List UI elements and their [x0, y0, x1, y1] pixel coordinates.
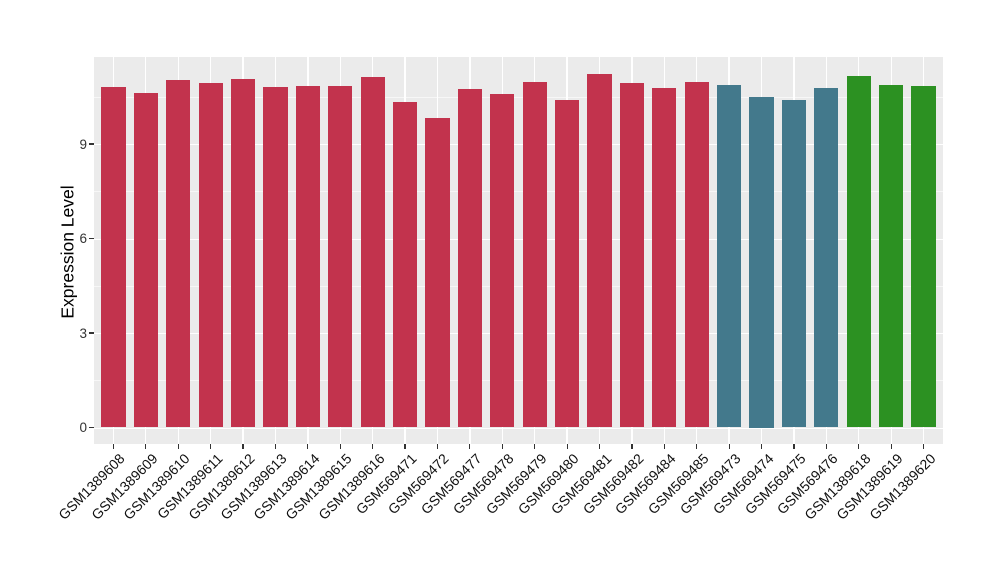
x-tick-mark	[728, 444, 730, 449]
h-gridline-minor	[94, 191, 943, 193]
x-tick-mark	[177, 444, 179, 449]
bar	[619, 83, 645, 428]
x-tick-mark	[436, 444, 439, 449]
y-tick-mark	[89, 237, 94, 240]
x-tick-mark	[890, 444, 892, 449]
bar	[652, 87, 677, 428]
bar	[522, 81, 547, 428]
h-gridline-major	[94, 427, 943, 429]
bar	[230, 78, 256, 428]
y-tick-mark	[89, 332, 94, 334]
x-tick-mark	[339, 444, 341, 449]
x-tick-mark	[922, 444, 925, 449]
x-tick-mark	[534, 444, 536, 449]
h-gridline-minor	[94, 380, 943, 382]
x-tick-mark	[501, 444, 503, 449]
y-tick-mark	[89, 143, 94, 145]
bar	[457, 88, 483, 428]
bar	[554, 99, 580, 428]
bar	[101, 87, 126, 428]
x-tick-mark	[793, 444, 795, 449]
x-tick-mark	[210, 444, 212, 449]
x-tick-mark	[696, 444, 698, 449]
x-tick-mark	[404, 444, 406, 449]
bar	[814, 87, 839, 428]
bar	[911, 86, 936, 428]
x-tick-mark	[760, 444, 763, 449]
x-tick-mark	[663, 444, 665, 449]
bar	[133, 93, 158, 428]
y-tick-mark	[89, 426, 94, 429]
bar	[490, 94, 515, 428]
bar	[328, 86, 353, 428]
x-tick-mark	[858, 444, 860, 449]
bar	[360, 76, 385, 428]
h-gridline-minor	[94, 96, 943, 98]
x-tick-mark	[307, 444, 309, 449]
bar	[587, 74, 612, 428]
chart-panel	[94, 57, 943, 444]
h-gridline-major	[94, 333, 943, 335]
x-tick-mark	[598, 444, 601, 449]
y-tick-label: 9	[79, 136, 87, 152]
bar	[425, 117, 450, 428]
h-gridline-minor	[94, 285, 943, 287]
h-gridline-major	[94, 144, 943, 146]
y-axis-title: Expression Level	[57, 185, 78, 319]
bar	[846, 75, 871, 428]
y-tick-label: 0	[79, 420, 87, 435]
bar	[781, 100, 807, 428]
bar	[749, 96, 774, 428]
x-tick-mark	[372, 444, 374, 449]
bar	[263, 87, 288, 428]
x-tick-mark	[469, 444, 471, 449]
h-gridline-major	[94, 238, 943, 240]
x-tick-mark	[274, 444, 277, 449]
x-tick-mark	[825, 444, 827, 449]
y-tick-label: 3	[79, 325, 87, 341]
x-tick-mark	[145, 444, 147, 449]
x-tick-mark	[242, 444, 244, 449]
bar	[716, 85, 742, 428]
bar	[879, 85, 904, 428]
bar	[166, 80, 191, 428]
x-tick-mark	[566, 444, 568, 449]
bar	[295, 86, 320, 428]
bar	[684, 81, 709, 428]
x-tick-mark	[631, 444, 633, 449]
x-tick-mark	[112, 444, 115, 449]
bar	[392, 101, 418, 428]
bar	[198, 83, 223, 428]
y-tick-label: 6	[79, 231, 87, 246]
